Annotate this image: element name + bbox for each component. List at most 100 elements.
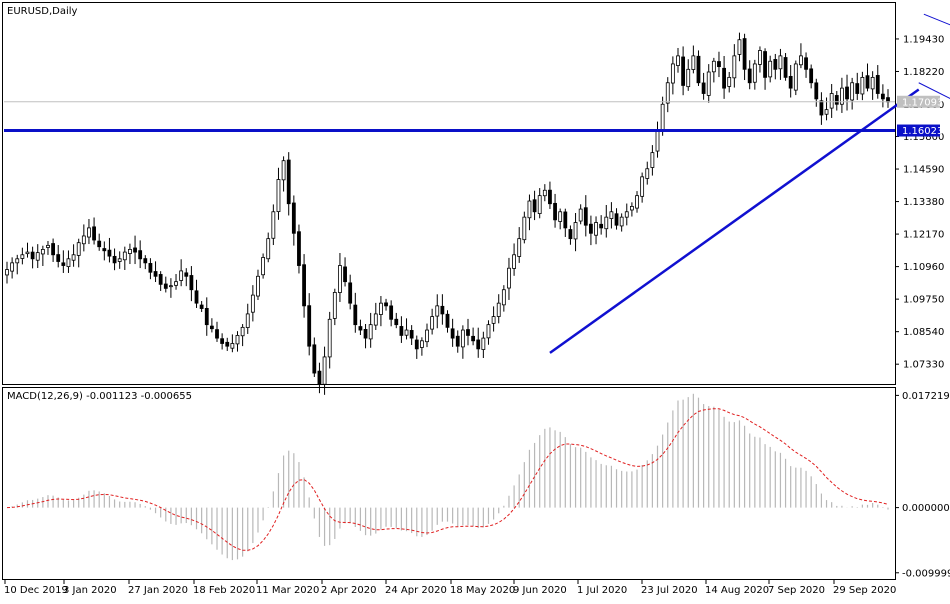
candle-body (138, 250, 143, 260)
candle-body (840, 87, 844, 105)
current-price-tag (897, 95, 940, 108)
candle-body (46, 244, 50, 248)
candle-body (865, 75, 870, 89)
candle-body (189, 275, 194, 291)
candle-body (322, 356, 327, 385)
candle-body (809, 68, 814, 84)
candle-body (414, 339, 419, 350)
candle-body (348, 282, 353, 304)
time-tick-label: 7 Sep 2020 (768, 585, 825, 596)
candle-body (15, 258, 20, 264)
uptrend-line[interactable] (549, 88, 920, 354)
price-tick-label: 1.18220 (903, 67, 944, 78)
candle-body (824, 109, 829, 115)
candle-body (363, 329, 368, 339)
candle-body (373, 313, 378, 326)
candle-body (30, 251, 35, 260)
candle-body (158, 274, 163, 285)
candle-body (122, 251, 127, 261)
trend-drawings (549, 13, 950, 354)
candle-body (455, 335, 460, 347)
candle-body (752, 63, 757, 83)
candle-body (384, 302, 388, 307)
candle-body (261, 257, 266, 276)
candle-body (742, 38, 747, 70)
horizontal-lines: 1.17093 1.16023 (4, 95, 943, 137)
time-tick-label: 11 Mar 2020 (256, 585, 319, 596)
candle-body (727, 76, 732, 87)
candle-body (522, 216, 527, 241)
candle-body (491, 316, 496, 324)
candle-body (425, 329, 429, 343)
candle-body (860, 76, 865, 95)
candle-body (312, 344, 317, 374)
candle-body (870, 76, 875, 90)
candle-body (619, 216, 624, 227)
candle-body (711, 60, 716, 73)
candle-body (266, 238, 271, 260)
channel-lower-line[interactable] (918, 82, 950, 142)
channel-upper-line[interactable] (923, 13, 950, 68)
candle-body (5, 269, 9, 276)
candle-body (537, 195, 542, 214)
chart-title: EURUSD,Daily (7, 6, 78, 17)
candle-body (507, 267, 511, 289)
candle-body (568, 229, 573, 240)
candle-body (409, 330, 414, 339)
current-price-label: 1.17093 (902, 97, 943, 108)
candle-body (169, 285, 173, 288)
time-tick-label: 2 Apr 2020 (321, 585, 376, 596)
candle-body (501, 289, 506, 306)
candle-body (686, 68, 691, 88)
candle-body (35, 252, 40, 261)
time-tick-label: 9 Jun 2020 (513, 585, 567, 596)
candle-body (532, 199, 537, 213)
candle-body (875, 75, 880, 94)
candle-body (225, 341, 230, 347)
candle-body (71, 254, 76, 261)
candle-body (97, 240, 102, 248)
candle-body (845, 86, 849, 100)
candle-body (722, 67, 726, 89)
time-tick-label: 23 Jul 2020 (641, 585, 698, 596)
price-tick-label: 1.13380 (903, 197, 944, 208)
macd-tick-label: 0.000000 (902, 503, 950, 514)
candle-body (681, 56, 686, 86)
candle-body (604, 216, 609, 230)
price-tick-label: 1.07330 (903, 360, 944, 371)
candle-body (850, 82, 855, 101)
candle-body (51, 243, 55, 256)
candle-body (281, 160, 286, 181)
candle-body (558, 211, 563, 222)
price-tick-label: 1.10960 (903, 262, 944, 273)
candle-body (368, 324, 373, 340)
candle-body (660, 103, 665, 131)
candle-body (732, 55, 737, 79)
support-level-tag (897, 124, 940, 137)
candle-body (706, 71, 711, 96)
price-tick-label: 1.12170 (903, 230, 944, 241)
candle-body (87, 227, 91, 238)
candle-body (256, 275, 260, 297)
candle-body (128, 249, 132, 254)
candle-body (56, 254, 61, 262)
candle-body (107, 249, 112, 257)
price-tick-label: 1.09750 (903, 295, 944, 306)
candle-body (240, 326, 245, 337)
candle-body (645, 168, 650, 179)
candle-body (763, 51, 767, 78)
candle-body (737, 39, 742, 55)
candle-body (804, 57, 808, 70)
candle-body (629, 206, 634, 211)
candle-body (199, 304, 204, 309)
candle-body (430, 316, 435, 330)
candle-body (886, 97, 890, 103)
macd-tick-label: -0.009999 (902, 568, 950, 579)
candle-body (250, 294, 255, 313)
candle-body (343, 266, 347, 283)
candle-body (245, 313, 250, 328)
candle-body (379, 302, 383, 315)
candle-body (194, 290, 199, 304)
